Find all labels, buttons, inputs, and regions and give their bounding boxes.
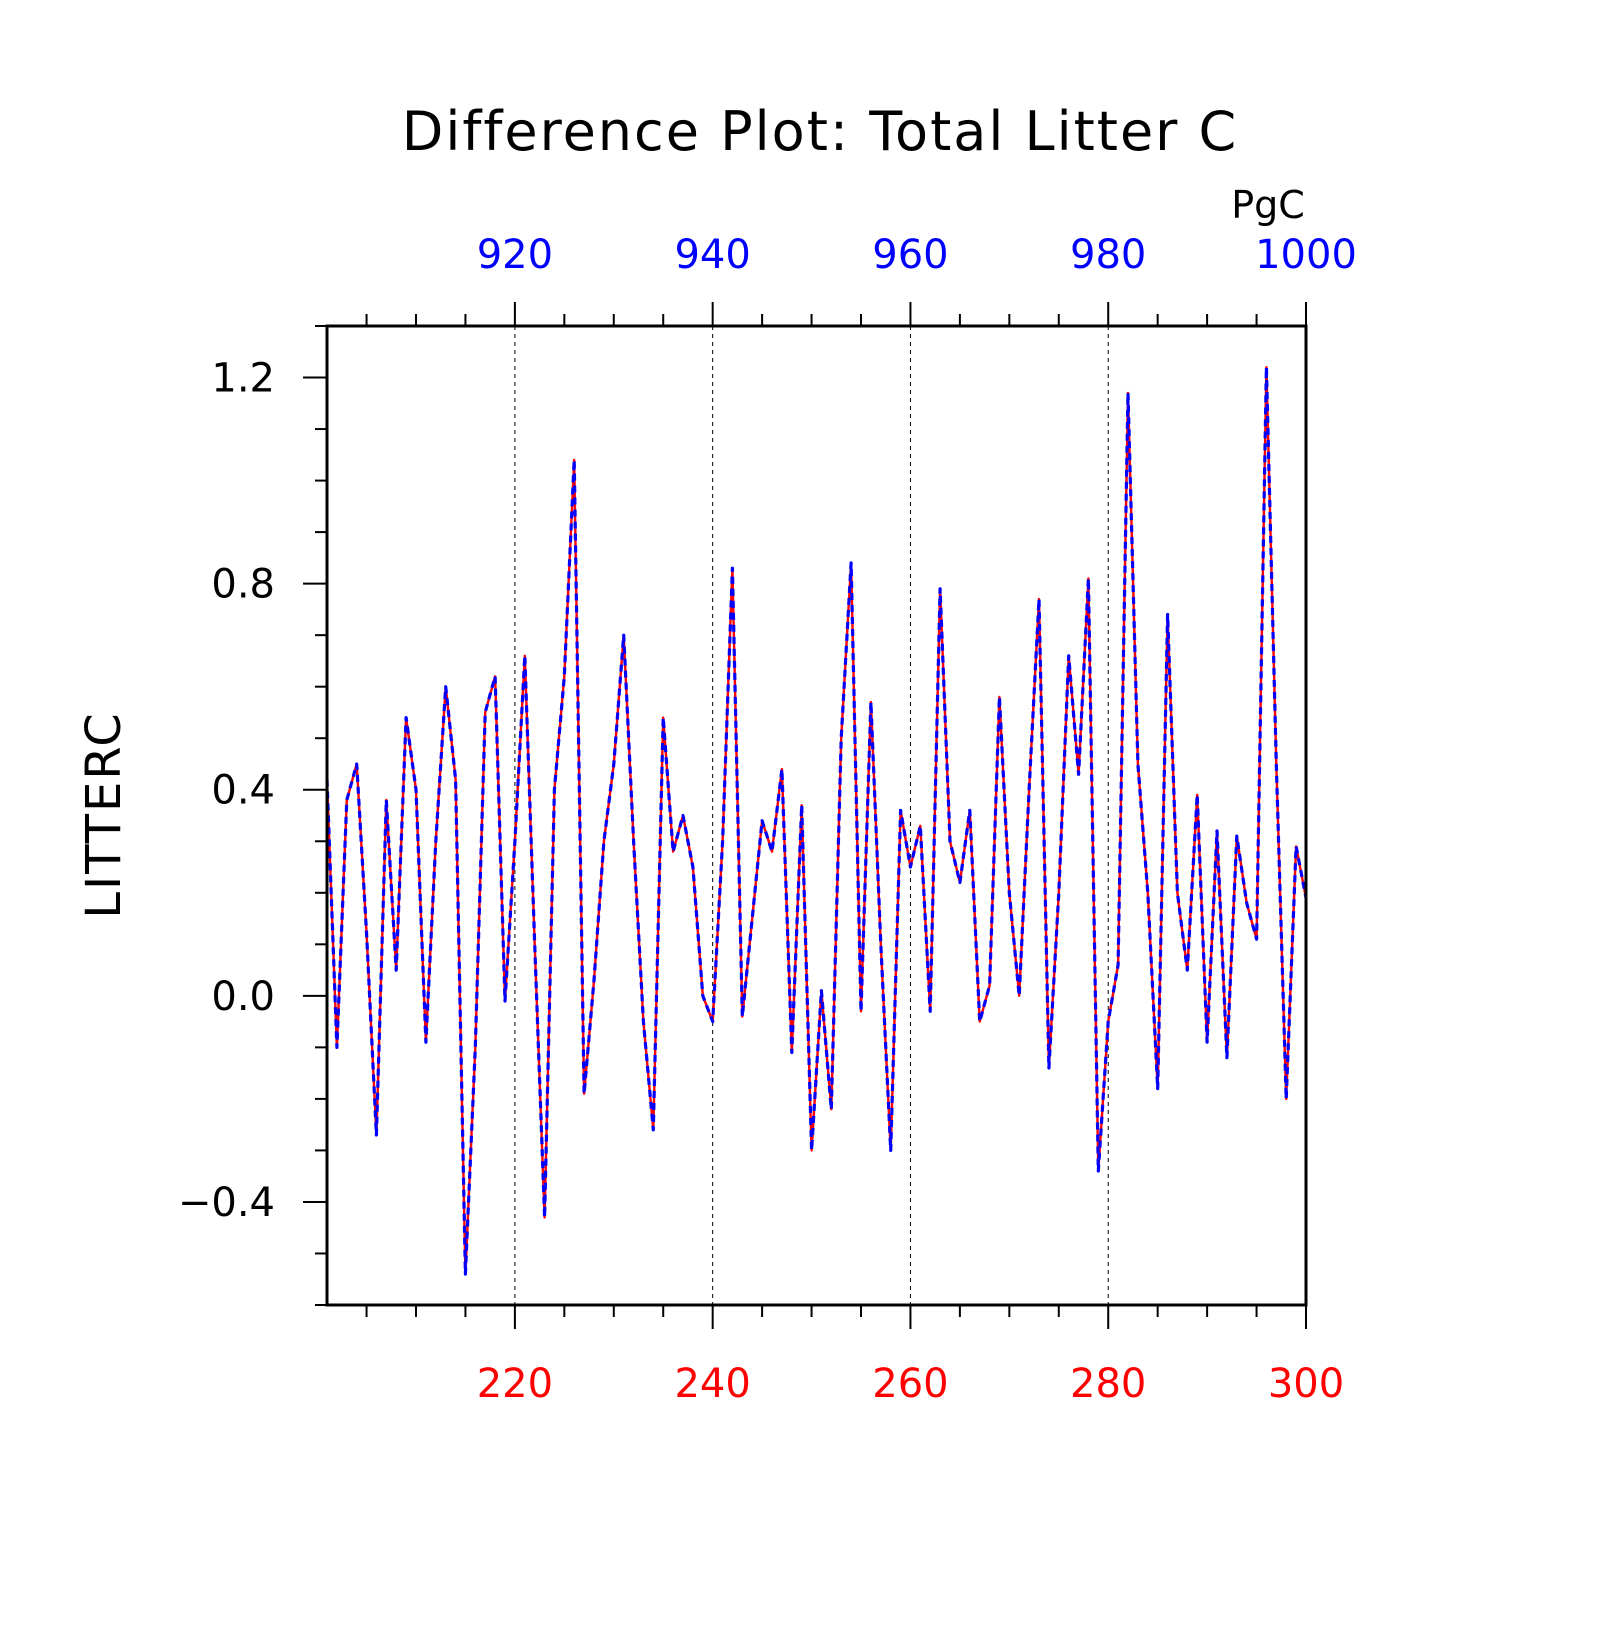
- plot-frame: [325, 324, 1308, 1307]
- x-top-tick-label: 980: [1070, 232, 1146, 278]
- x-top-tick-label: 920: [477, 232, 553, 278]
- chart-title: Difference Plot: Total Litter C: [402, 100, 1239, 163]
- x-top-tick-label: 1000: [1255, 232, 1357, 278]
- series-line-blue: [325, 365, 1308, 1276]
- y-axis-label: LITTERC: [76, 711, 132, 919]
- y-tick-label: 0.4: [211, 768, 275, 814]
- x-top-tick-label: 960: [872, 232, 948, 278]
- units-label: PgC: [1231, 183, 1305, 227]
- y-tick-label: 0.0: [211, 974, 275, 1020]
- x-bottom-tick-label: 220: [477, 1361, 553, 1407]
- series-layer: [325, 365, 1308, 1276]
- x-bottom-tick-label: 240: [674, 1361, 750, 1407]
- axes-layer: −0.4 0.0 0.4 0.8 1.2 220 240 260 280 300 920 940 960…: [178, 232, 1357, 1407]
- y-tick-label: 0.8: [211, 562, 275, 608]
- x-bottom-tick-label: 300: [1268, 1361, 1344, 1407]
- grid-lines: [514, 326, 1109, 1305]
- x-bottom-tick-label: 260: [872, 1361, 948, 1407]
- y-tick-label: 1.2: [211, 356, 275, 402]
- x-bottom-tick-label: 280: [1070, 1361, 1146, 1407]
- series-line-red: [325, 366, 1308, 1276]
- x-top-tick-label: 940: [674, 232, 750, 278]
- y-tick-label: −0.4: [178, 1180, 275, 1226]
